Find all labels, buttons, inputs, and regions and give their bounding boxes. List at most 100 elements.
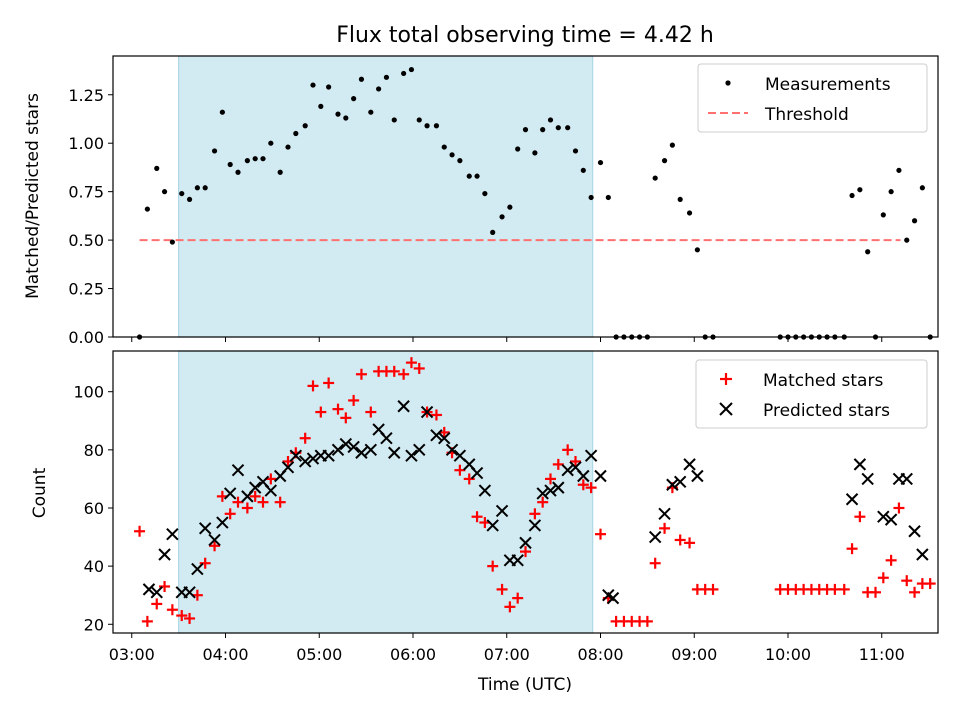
measurement-point xyxy=(293,130,299,137)
matched-star-point xyxy=(241,502,253,514)
ratio-y-tick-label: 0.25 xyxy=(68,280,104,299)
measurement-point xyxy=(888,189,894,195)
predicted-star-point xyxy=(594,469,607,483)
ratio-y-tick-label: 0.75 xyxy=(68,183,104,202)
predicted-star-point xyxy=(331,443,345,457)
x-axis-label: Time (UTC) xyxy=(477,675,572,695)
matched-star-point xyxy=(641,615,653,627)
measurement-point xyxy=(919,185,925,191)
predicted-star-point xyxy=(198,522,212,535)
count-y-tick-label: 100 xyxy=(73,383,104,402)
matched-star-point xyxy=(854,511,866,523)
measurement-point xyxy=(268,140,274,146)
predicted-star-point xyxy=(298,455,312,468)
matched-star-point xyxy=(520,546,531,558)
measurement-point xyxy=(466,173,472,179)
predicted-star-point xyxy=(322,449,335,462)
predicted-star-point xyxy=(648,530,662,544)
measurement-point xyxy=(532,150,538,156)
predicted-star-point xyxy=(388,446,401,459)
measurement-point xyxy=(219,109,225,115)
measurement-point xyxy=(540,127,546,133)
matched-star-point xyxy=(454,464,466,476)
predicted-star-point xyxy=(397,400,410,413)
legend-measurements-marker xyxy=(725,80,731,86)
x-tick-label: 06:00 xyxy=(390,645,436,664)
matched-star-point xyxy=(232,496,244,508)
matched-star-point xyxy=(585,482,597,494)
matched-star-point xyxy=(829,583,841,595)
ratio-y-tick-label: 1.00 xyxy=(68,134,104,153)
predicted-star-point xyxy=(405,449,418,462)
legend-predicted-label: Predicted stars xyxy=(763,401,890,421)
measurement-point xyxy=(588,194,594,201)
ratio-panel-frame xyxy=(112,55,939,338)
matched-star-point xyxy=(496,583,508,595)
predicted-star-point xyxy=(544,484,557,497)
predicted-star-point xyxy=(183,586,196,599)
measurement-point xyxy=(880,212,886,218)
measurement-point xyxy=(482,190,488,197)
ratio-y-tick-label: 0.00 xyxy=(68,328,104,347)
matched-star-point xyxy=(870,586,881,598)
legend-matched-marker xyxy=(720,373,732,385)
matched-star-point xyxy=(365,406,377,418)
predicted-star-point xyxy=(281,461,295,474)
matched-star-point xyxy=(924,578,936,590)
measurement-point xyxy=(179,190,185,197)
predicted-star-point xyxy=(584,449,598,462)
matched-star-point xyxy=(355,368,367,380)
measurement-point xyxy=(169,239,175,245)
count-panel-y-axis-label: Count xyxy=(30,467,50,518)
matched-star-point xyxy=(707,583,719,595)
x-tick-label: 03:00 xyxy=(109,645,155,664)
predicted-star-point xyxy=(528,519,542,532)
measurement-point xyxy=(335,111,341,117)
measurement-point xyxy=(391,117,397,123)
matched-star-point xyxy=(184,612,196,624)
matched-star-point xyxy=(209,540,221,552)
measurement-point xyxy=(260,156,266,162)
predicted-star-point xyxy=(413,443,426,457)
matched-star-point xyxy=(199,557,211,569)
predicted-star-point xyxy=(658,507,671,521)
measurement-point xyxy=(499,214,505,220)
measurement-point xyxy=(416,117,422,123)
x-tick-label: 11:00 xyxy=(859,645,905,664)
matched-star-point xyxy=(257,496,269,508)
predicted-star-point xyxy=(478,484,492,497)
measurement-point xyxy=(161,189,168,195)
predicted-star-point xyxy=(577,469,590,483)
predicted-star-point xyxy=(264,484,278,497)
predicted-star-point xyxy=(142,583,156,596)
measurement-point xyxy=(235,169,241,175)
measurement-point xyxy=(343,115,349,121)
predicted-star-point xyxy=(908,525,921,538)
legend-measurements-label: Measurements xyxy=(765,75,891,95)
matched-star-point xyxy=(846,543,858,555)
count-panel: 20 40 60 80 100 03:00 04:00 05:00 06:00 07:00 08:0… xyxy=(30,350,939,695)
matched-star-point xyxy=(282,455,294,467)
x-tick-label: 04:00 xyxy=(202,645,248,664)
measurement-point xyxy=(849,192,855,199)
predicted-star-point xyxy=(495,504,509,518)
matched-star-point xyxy=(151,598,163,610)
measurement-point xyxy=(555,125,561,131)
matched-star-point xyxy=(430,409,442,421)
measurement-point xyxy=(302,123,308,129)
matched-star-point xyxy=(545,473,556,485)
matched-star-point xyxy=(274,496,286,508)
matched-star-point xyxy=(141,615,153,627)
count-y-tick-label: 20 xyxy=(84,615,104,634)
measurement-point xyxy=(896,167,902,173)
matched-star-point xyxy=(398,368,410,380)
matched-star-point xyxy=(134,525,146,537)
measurement-point xyxy=(449,152,455,158)
predicted-star-point xyxy=(900,472,913,486)
matched-star-point xyxy=(877,572,889,584)
matched-star-point xyxy=(684,537,696,549)
measurement-point xyxy=(694,247,700,253)
measurement-point xyxy=(515,146,521,152)
predicted-star-point xyxy=(355,446,368,459)
